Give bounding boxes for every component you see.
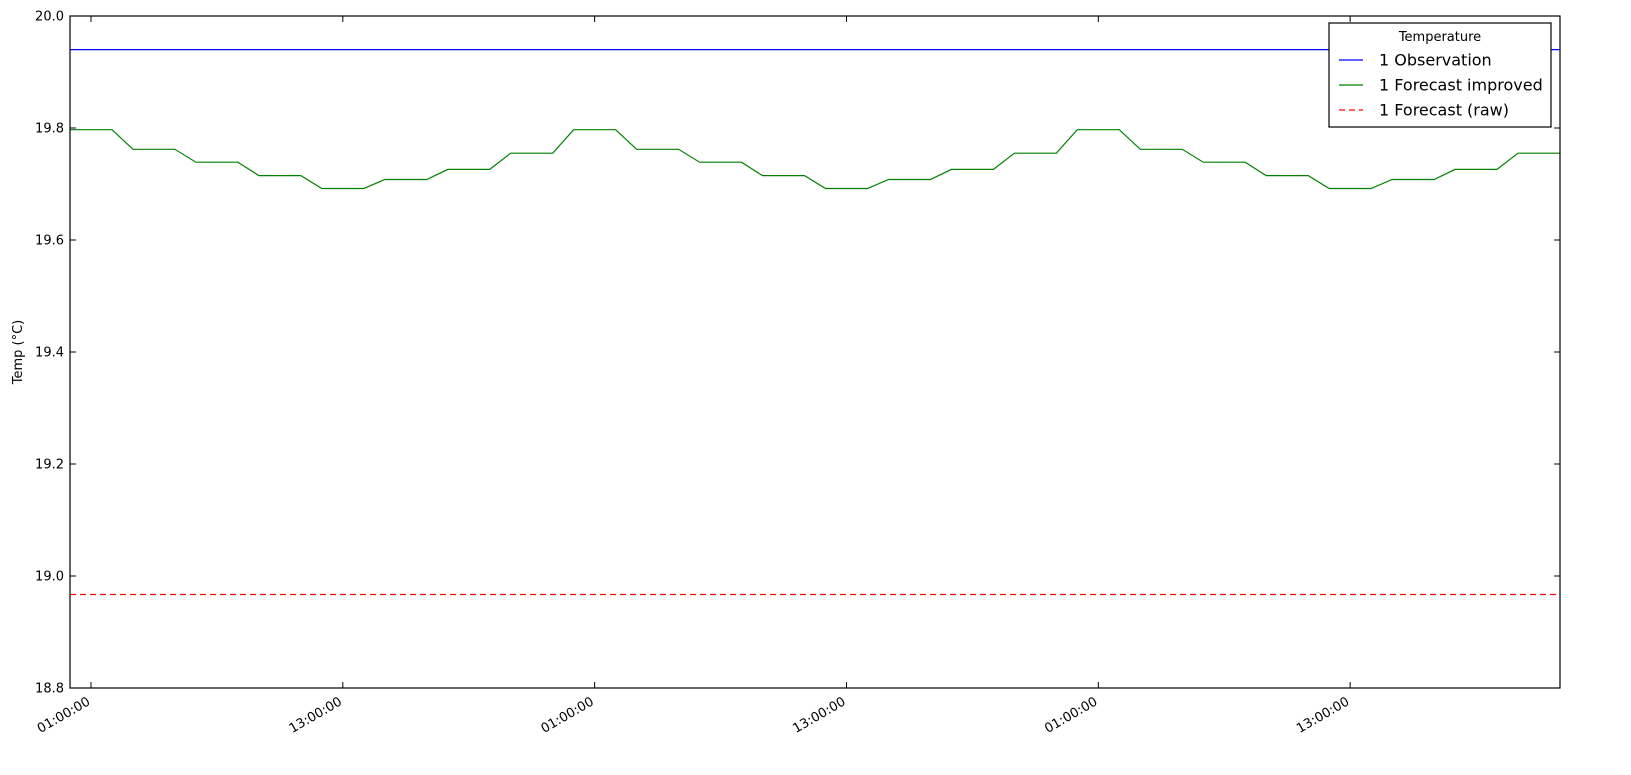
legend-box	[1328, 22, 1552, 128]
y-tick-label: 19.4	[35, 346, 64, 361]
y-tick-label: 19.6	[35, 234, 64, 249]
y-tick-label: 19.2	[35, 458, 64, 473]
legend: Temperature 1 Observation 1 Forecast impr…	[1328, 22, 1552, 128]
y-tick-label: 20.0	[35, 10, 64, 25]
legend-entries: 1 Observation 1 Forecast improved 1 Foreca…	[1339, 51, 1543, 120]
y-tick-label: 19.8	[35, 122, 64, 137]
legend-title: Temperature	[1398, 30, 1481, 45]
axis-ticks	[70, 15, 1560, 689]
series-lines	[70, 48, 1560, 596]
legend-label-0: 1 Observation	[1379, 51, 1492, 70]
plot-frame	[69, 15, 1561, 689]
legend-label-1: 1 Forecast improved	[1379, 76, 1543, 95]
y-axis-label: Temp (°C)	[11, 320, 26, 386]
series-line-1	[70, 129, 1560, 190]
y-tick-label: 18.8	[35, 682, 64, 697]
legend-label-2: 1 Forecast (raw)	[1379, 101, 1509, 120]
y-tick-labels: 18.8 19.0 19.2 19.4 19.6 19.8 20.0	[35, 10, 64, 697]
y-tick-label: 19.0	[35, 570, 64, 585]
